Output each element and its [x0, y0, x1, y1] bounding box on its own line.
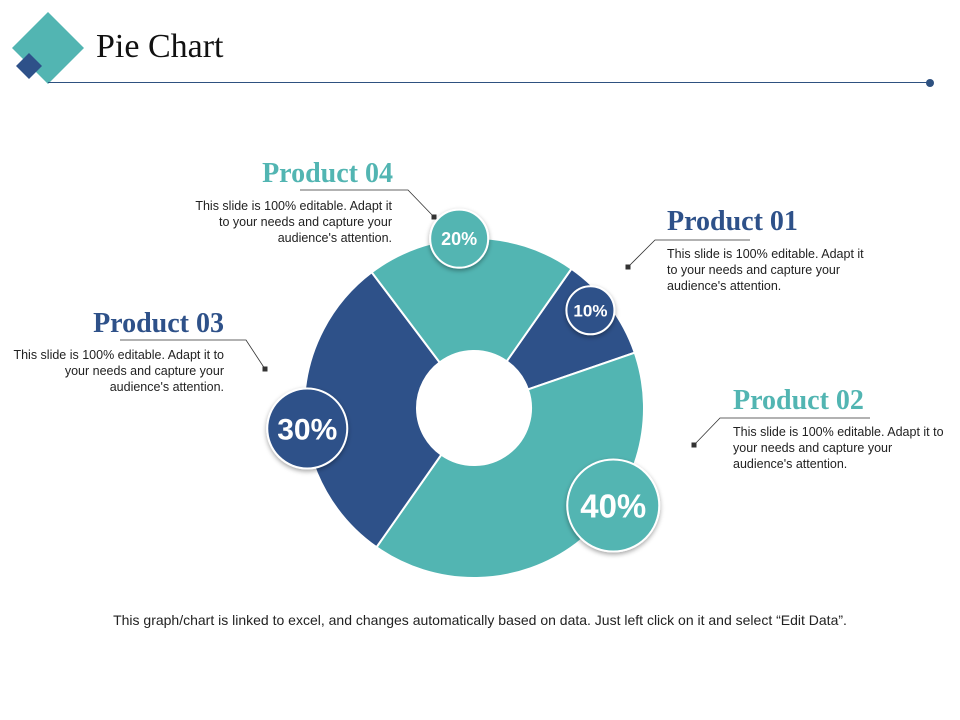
percent-label-product-03: 30%	[277, 413, 337, 446]
leader-dot-product-03	[262, 366, 268, 372]
leader-line-product-01	[627, 239, 750, 268]
slice-product-03	[303, 270, 443, 549]
badge-product-01	[565, 285, 616, 336]
product-01-description: This slide is 100% editable. Adapt it to…	[667, 247, 864, 293]
badge-product-02	[566, 458, 661, 553]
leader-dot-product-02	[691, 442, 697, 448]
badge-product-04	[429, 208, 490, 269]
leader-line-product-02	[693, 417, 870, 446]
product-01-title: Product 01	[667, 206, 798, 237]
slice-product-04	[370, 237, 573, 364]
leader-dot-product-04	[431, 214, 437, 220]
percent-label-product-01: 10%	[573, 301, 607, 320]
title-divider	[48, 82, 930, 83]
percent-label-product-04: 20%	[441, 229, 477, 249]
chart-footnote: This graph/chart is linked to excel, and…	[113, 612, 847, 628]
leader-line-product-03	[120, 339, 266, 370]
product-02-title: Product 02	[733, 385, 864, 416]
title-divider-end-dot	[926, 79, 934, 87]
product-04-description: This slide is 100% editable. Adapt it to…	[195, 199, 392, 245]
product-04-title: Product 04	[262, 158, 393, 189]
leader-dot-product-01	[625, 264, 631, 270]
badge-product-03	[266, 387, 349, 470]
leader-line-product-04	[300, 189, 435, 218]
logo-diamond-icon	[12, 12, 84, 84]
page-title: Pie Chart	[96, 28, 224, 65]
product-02-description: This slide is 100% editable. Adapt it to…	[733, 425, 944, 471]
percent-label-product-02: 40%	[580, 487, 646, 524]
product-03-description: This slide is 100% editable. Adapt it to…	[13, 348, 224, 394]
product-03-title: Product 03	[93, 308, 224, 339]
